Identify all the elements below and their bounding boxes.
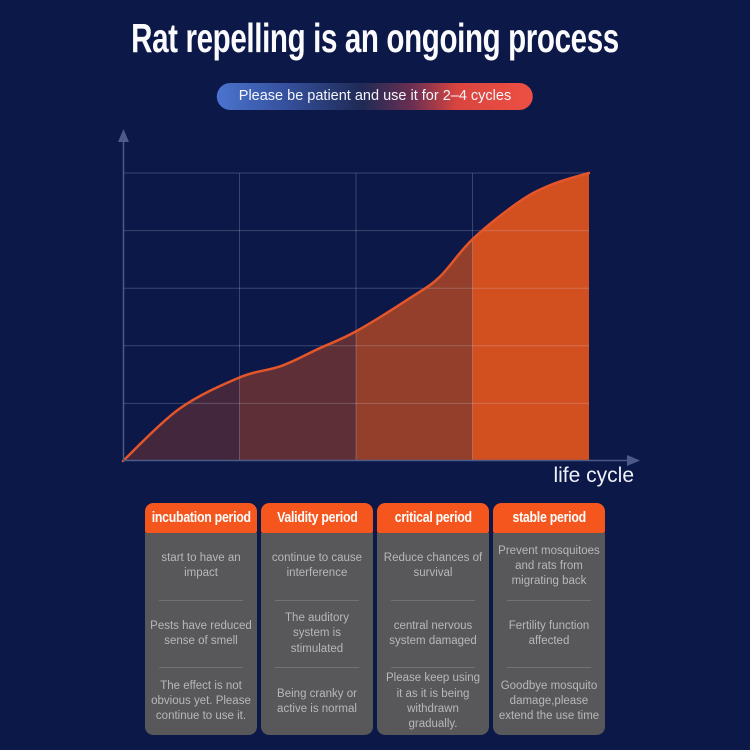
period-card-critical: critical period Reduce chances of surviv… [377, 503, 489, 735]
patience-banner: Please be patient and use it for 2–4 cyc… [216, 83, 534, 110]
period-cell: The auditory system is stimulated [285, 612, 349, 655]
period-card-validity: Validity period continue to cause interf… [261, 503, 373, 735]
cell-divider [275, 667, 359, 669]
period-card-stable: stable period Prevent mosquitoes and rat… [493, 503, 605, 735]
chart-curve [121, 171, 591, 463]
period-header: critical period [377, 503, 489, 533]
period-cell: Being cranky or active is normal [277, 687, 357, 715]
y-axis-arrow-icon [118, 129, 129, 142]
cell-divider [507, 599, 591, 601]
period-cell: Fertility function affected [508, 619, 590, 647]
period-header-label: critical period [394, 510, 472, 526]
page-title: Rat repelling is an ongoing process [131, 15, 619, 61]
period-cell: Reduce chances of survival [383, 552, 483, 580]
period-cell: The effect is not obvious yet. Please co… [151, 679, 251, 723]
period-header: incubation period [145, 503, 257, 533]
period-card-incubation: incubation period start to have an impac… [145, 503, 257, 735]
period-header-label: stable period [512, 510, 586, 526]
area-fill-segment [472, 173, 589, 461]
period-header-label: incubation period [151, 510, 251, 526]
period-cell: central nervous system damaged [389, 619, 477, 647]
period-cell: continue to cause interference [271, 552, 363, 580]
period-card-body: Prevent mosquitoes and rats from migrati… [493, 533, 605, 735]
area-fill-segment [239, 173, 356, 461]
period-cell: Pests have reduced sense of smell [150, 619, 252, 647]
cell-divider [159, 599, 243, 601]
period-cell: Goodbye mosquito damage,please extend th… [498, 679, 600, 723]
x-axis-arrow-icon [627, 455, 640, 466]
period-header: stable period [493, 503, 605, 533]
period-cell: Please keep using it as it is being with… [386, 672, 480, 730]
period-card-body: start to have an impact Pests have reduc… [145, 533, 257, 735]
area-fill-segment [123, 173, 240, 461]
chart-axes [122, 138, 630, 462]
period-header-label: Validity period [276, 510, 358, 526]
cell-divider [391, 599, 475, 601]
period-cell: Prevent mosquitoes and rats from migrati… [498, 544, 600, 587]
area-fill-segment [356, 173, 473, 461]
chart-grid [123, 172, 589, 461]
x-axis-label: life cycle [553, 464, 634, 487]
period-cell: start to have an impact [161, 552, 241, 580]
cell-divider [507, 667, 591, 669]
period-table: incubation period start to have an impac… [145, 503, 605, 735]
period-header: Validity period [261, 503, 373, 533]
cell-divider [275, 599, 359, 601]
cell-divider [391, 667, 475, 669]
period-card-body: Reduce chances of survival central nervo… [377, 533, 489, 735]
period-card-body: continue to cause interference The audit… [261, 533, 373, 735]
cell-divider [159, 667, 243, 669]
